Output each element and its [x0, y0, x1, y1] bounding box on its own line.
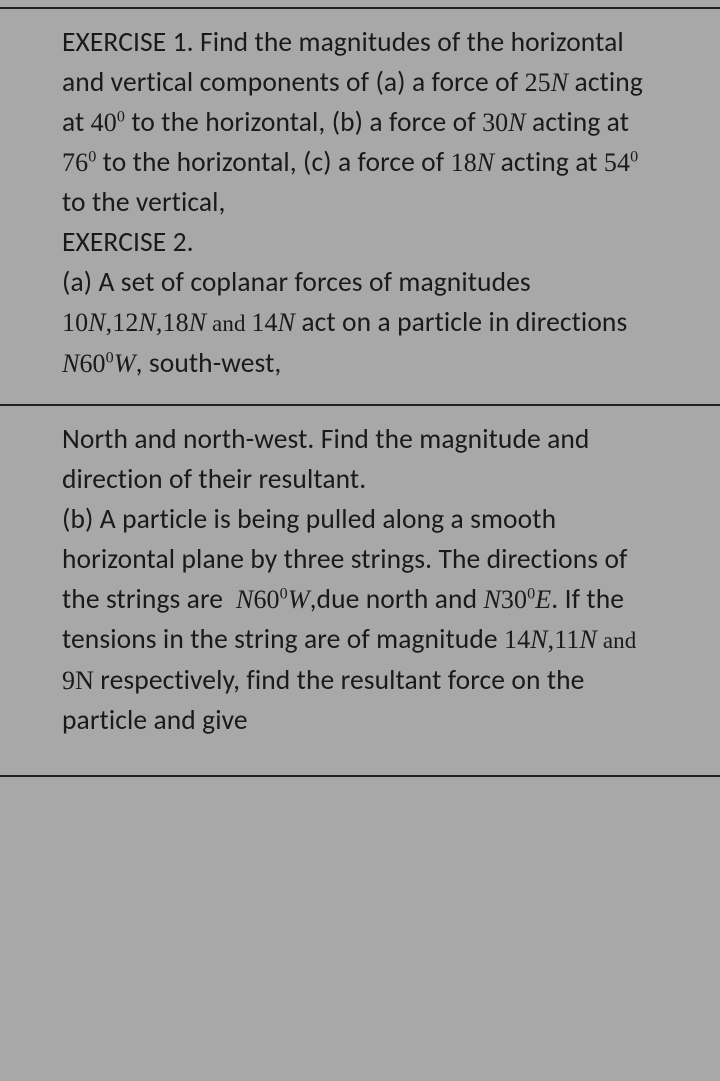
bottom-rule: [0, 775, 720, 777]
ex2b-t1: ,due north and: [310, 583, 484, 616]
ex2a-pre: (a) A set of coplanar forces of magnitud…: [62, 266, 531, 299]
ex1-force1: 25N: [525, 68, 569, 97]
exercise-block-1: EXERCISE 1. Find the magnitudes of the h…: [0, 9, 720, 404]
ex1-t4: to the horizontal, (c) a force of: [96, 146, 450, 179]
ex2b-line1: North and north-west. Find the magnitude…: [62, 423, 589, 496]
document-page: EXERCISE 1. Find the magnitudes of the h…: [0, 7, 720, 777]
ex1-t2: to the horizontal, (b) a force of: [125, 106, 482, 139]
exercise-block-2: North and north-west. Find the magnitude…: [0, 406, 720, 761]
ex1-t5: acting at: [494, 146, 604, 179]
ex1-angle1: 400: [91, 108, 125, 137]
ex1-angle3: 540: [604, 148, 638, 177]
ex2b-t3: respectively, find the resultant force o…: [62, 664, 584, 737]
ex1-angle2: 760: [62, 148, 96, 177]
ex1-t6: to the vertical,: [62, 186, 226, 219]
ex2a-post: , south-west,: [136, 347, 282, 380]
ex2-head: EXERCISE 2.: [62, 226, 194, 259]
ex2b-dir1: N600W: [229, 585, 309, 614]
ex1-force2: 30N: [482, 108, 526, 137]
ex2a-mid: act on a particle in directions: [295, 306, 627, 339]
ex2a-forces: 10N,12N,18N and 14N: [62, 308, 295, 337]
ex2b-dir2: N300E: [483, 585, 551, 614]
ex2a-dir: N600W: [62, 349, 136, 378]
ex1-t3: acting at: [526, 106, 629, 139]
ex1-force3: 18N: [451, 148, 495, 177]
